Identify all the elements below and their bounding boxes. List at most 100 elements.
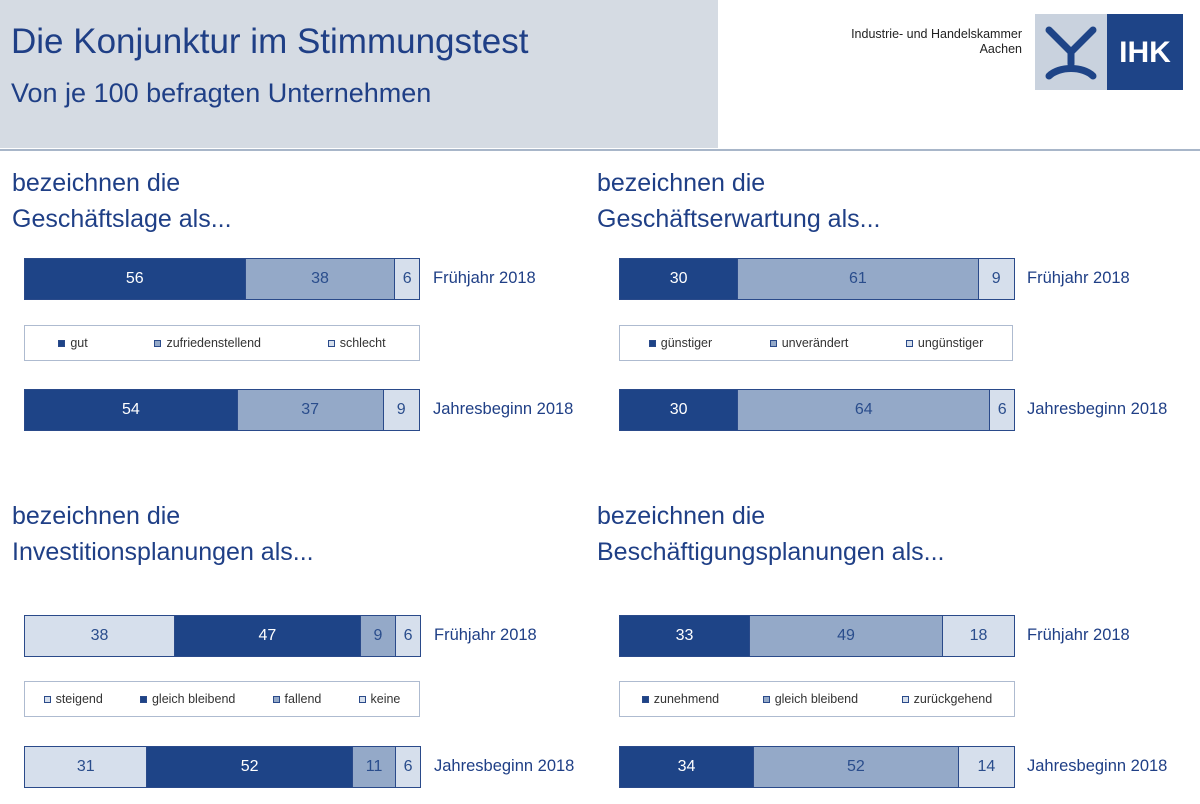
legend-item: ungünstiger — [905, 336, 984, 350]
legend: gut zufriedenstellend schlecht — [24, 325, 420, 361]
bar-segment: 6 — [396, 616, 420, 656]
svg-text:IHK: IHK — [1119, 36, 1171, 69]
category-label: Frühjahr 2018 — [434, 626, 537, 644]
legend: zunehmend gleich bleibend zurückgehend — [619, 681, 1015, 717]
legend-item: keine — [358, 692, 401, 706]
bar-segment: 9 — [360, 616, 397, 656]
legend: günstiger unverändert ungünstiger — [619, 325, 1013, 361]
bar-segment: 49 — [750, 616, 944, 656]
bar-segment: 11 — [352, 747, 397, 787]
legend-swatch — [327, 339, 335, 347]
section-title-line1: bezeichnen die — [12, 169, 181, 197]
category-label: Jahresbeginn 2018 — [434, 757, 575, 775]
section-title: bezeichnen die Geschäftslage als... — [12, 165, 232, 237]
legend-label: ungünstiger — [917, 336, 984, 350]
org-name-line2: Aachen — [979, 42, 1022, 56]
bar-segment: 14 — [958, 747, 1014, 787]
legend-label: gut — [70, 336, 88, 350]
legend-item: fallend — [272, 692, 322, 706]
legend-label: zurückgehend — [913, 692, 993, 706]
legend-item: günstiger — [648, 336, 713, 350]
legend-swatch — [358, 695, 366, 703]
category-label: Frühjahr 2018 — [433, 269, 536, 287]
bar-segment: 30 — [620, 390, 739, 430]
section-title-line2: Investitionsplanungen als... — [12, 538, 314, 566]
legend-item: gleich bleibend — [762, 692, 859, 706]
bar-segment: 18 — [943, 616, 1014, 656]
legend-swatch — [648, 339, 656, 347]
legend-swatch — [762, 695, 770, 703]
stacked-bar-row: 31 52 11 6 — [24, 746, 421, 788]
stacked-bar-row: 34 52 14 — [619, 746, 1015, 788]
legend-label: gleich bleibend — [774, 692, 859, 706]
bar-segment: 56 — [25, 259, 246, 299]
section-title-line1: bezeichnen die — [597, 502, 766, 530]
legend-swatch — [905, 339, 913, 347]
section-title-line1: bezeichnen die — [597, 169, 766, 197]
stacked-bar-row: 56 38 6 — [24, 258, 420, 300]
bar-segment: 34 — [620, 747, 754, 787]
legend-swatch — [154, 339, 162, 347]
legend-label: fallend — [284, 692, 322, 706]
legend-item: schlecht — [327, 336, 386, 350]
legend-item: unverändert — [769, 336, 849, 350]
legend-swatch — [901, 695, 909, 703]
section-title: bezeichnen die Investitionsplanungen als.… — [12, 498, 314, 570]
bar-segment: 33 — [620, 616, 751, 656]
bar-segment: 52 — [147, 747, 353, 787]
stacked-bar-row: 30 64 6 — [619, 389, 1015, 431]
bar-segment: 31 — [25, 747, 148, 787]
bar-segment: 47 — [175, 616, 361, 656]
stacked-bar-row: 33 49 18 — [619, 615, 1015, 657]
legend-item: zunehmend — [641, 692, 720, 706]
legend: steigend gleich bleibend fallend keine — [24, 681, 420, 717]
bar-segment: 38 — [25, 616, 176, 656]
bar-segment: 9 — [383, 390, 419, 430]
legend-label: gleich bleibend — [151, 692, 236, 706]
legend-label: zufriedenstellend — [166, 336, 261, 350]
legend-item: gut — [58, 336, 88, 350]
stacked-bar-row: 54 37 9 — [24, 389, 420, 431]
legend-swatch — [769, 339, 777, 347]
bar-segment: 54 — [25, 390, 238, 430]
section-title-line2: Beschäftigungsplanungen als... — [597, 538, 945, 566]
legend-label: günstiger — [660, 336, 713, 350]
bar-segment: 52 — [753, 747, 959, 787]
page-subtitle: Von je 100 befragten Unternehmen — [11, 78, 432, 108]
category-label: Jahresbeginn 2018 — [433, 400, 574, 418]
legend-swatch — [139, 695, 147, 703]
category-label: Jahresbeginn 2018 — [1027, 400, 1168, 418]
legend-label: schlecht — [339, 336, 386, 350]
legend-label: steigend — [55, 692, 103, 706]
bar-segment: 37 — [237, 390, 384, 430]
section-title-line1: bezeichnen die — [12, 502, 181, 530]
section-title: bezeichnen die Geschäftserwartung als... — [597, 165, 880, 237]
legend-label: zunehmend — [653, 692, 720, 706]
ihk-logo: IHK — [1035, 14, 1183, 90]
section-title-line2: Geschäftslage als... — [12, 205, 232, 233]
bar-segment: 30 — [620, 259, 739, 299]
legend-item: steigend — [43, 692, 103, 706]
bar-segment: 6 — [396, 747, 420, 787]
header-band — [0, 0, 718, 148]
legend-label: keine — [370, 692, 401, 706]
legend-item: zurückgehend — [901, 692, 993, 706]
category-label: Frühjahr 2018 — [1027, 626, 1130, 644]
legend-label: unverändert — [781, 336, 849, 350]
page-title: Die Konjunktur im Stimmungstest — [11, 22, 529, 61]
bar-segment: 61 — [738, 259, 979, 299]
bar-segment: 6 — [990, 390, 1014, 430]
legend-swatch — [272, 695, 280, 703]
header-divider — [0, 149, 1200, 151]
legend-swatch — [641, 695, 649, 703]
legend-item: gleich bleibend — [139, 692, 236, 706]
bar-segment: 6 — [395, 259, 419, 299]
category-label: Frühjahr 2018 — [1027, 269, 1130, 287]
bar-segment: 64 — [738, 390, 991, 430]
bar-segment: 38 — [245, 259, 396, 299]
bar-segment: 9 — [978, 259, 1014, 299]
legend-swatch — [43, 695, 51, 703]
section-title: bezeichnen die Beschäftigungsplanungen al… — [597, 498, 944, 570]
section-title-line2: Geschäftserwartung als... — [597, 205, 881, 233]
org-name: Industrie- und Handelskammer Aachen — [851, 27, 1022, 57]
